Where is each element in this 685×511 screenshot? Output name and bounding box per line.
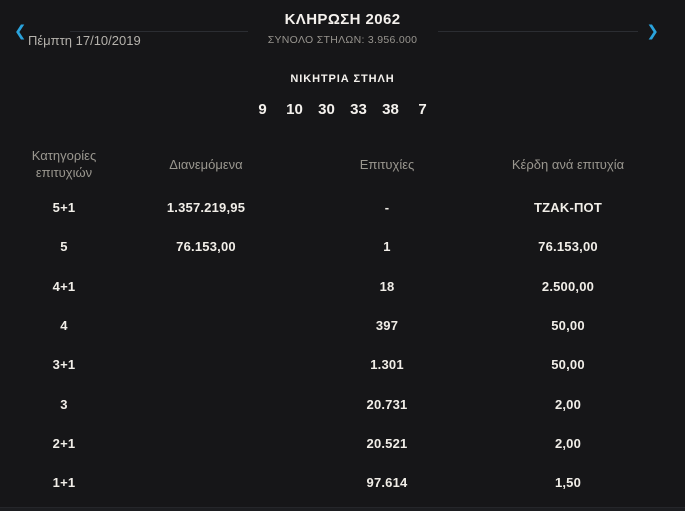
cell-prize: ΤΖΑΚ-ΠΟΤ: [533, 200, 603, 216]
chevron-right-icon: ❯: [646, 22, 659, 40]
draw-title: ΚΛΗΡΩΣΗ 2062: [284, 11, 401, 28]
header-divider-left: [70, 31, 248, 32]
cell-prize: 2.500,00: [541, 278, 595, 294]
column-header-distributed: Διανεμόμενα: [169, 156, 243, 172]
table-row: 4 397 50,00: [0, 306, 646, 345]
cell-wins: -: [384, 200, 390, 216]
results-table-header: Κατηγορίες επιτυχιών Διανεμόμενα Επιτυχίε…: [0, 145, 646, 185]
cell-category: 3+1: [52, 357, 76, 373]
table-row: 2+1 20.521 2,00: [0, 424, 646, 463]
previous-draw-button[interactable]: ❮: [10, 20, 31, 42]
cell-prize: 50,00: [551, 357, 585, 373]
table-row: 3 20.731 2,00: [0, 384, 646, 423]
cell-wins: 1: [383, 239, 391, 255]
table-row: 5 76.153,00 1 76.153,00: [0, 227, 646, 266]
column-header-prize: Κέρδη ανά επιτυχία: [511, 156, 625, 172]
cell-category: 5+1: [52, 200, 76, 216]
total-columns-label: ΣΥΝΟΛΟ ΣΤΗΛΩΝ: 3.956.000: [267, 34, 418, 46]
cell-wins: 397: [375, 318, 399, 334]
chevron-left-icon: ❮: [14, 22, 27, 40]
cell-distributed: 76.153,00: [176, 239, 236, 255]
cell-wins: 1.301: [370, 357, 404, 373]
winning-numbers: 9 10 30 33 38 7: [0, 101, 685, 118]
bottom-divider: [0, 507, 685, 511]
cell-prize: 76.153,00: [538, 239, 598, 255]
header-divider-right: [438, 31, 638, 32]
table-row: 3+1 1.301 50,00: [0, 345, 646, 384]
cell-wins: 97.614: [366, 475, 408, 491]
winning-number: 30: [318, 101, 335, 118]
cell-category: 4+1: [52, 278, 76, 294]
cell-prize: 2,00: [554, 396, 582, 412]
cell-prize: 1,50: [554, 475, 582, 491]
next-draw-button[interactable]: ❯: [642, 20, 663, 42]
cell-wins: 20.731: [366, 396, 408, 412]
cell-category: 4: [60, 318, 68, 334]
cell-prize: 50,00: [551, 318, 585, 334]
winning-number: 9: [258, 101, 267, 118]
results-table: Κατηγορίες επιτυχιών Διανεμόμενα Επιτυχίε…: [0, 145, 646, 502]
cell-category: 3: [60, 396, 68, 412]
table-row: 5+1 1.357.219,95 - ΤΖΑΚ-ΠΟΤ: [0, 188, 646, 227]
joker-bonus-number: 7: [418, 101, 427, 118]
draw-date: Πέμπτη 17/10/2019: [28, 33, 141, 48]
winning-number: 33: [350, 101, 367, 118]
results-table-body: 5+1 1.357.219,95 - ΤΖΑΚ-ΠΟΤ 5 76.153,00 1 76.15…: [0, 188, 646, 502]
cell-wins: 18: [379, 278, 395, 294]
column-header-categories: Κατηγορίες επιτυχιών: [31, 148, 97, 180]
cell-prize: 2,00: [554, 435, 582, 451]
cell-category: 2+1: [52, 435, 76, 451]
table-row: 1+1 97.614 1,50: [0, 463, 646, 502]
cell-category: 5: [60, 239, 68, 255]
cell-wins: 20.521: [366, 435, 408, 451]
column-header-wins: Επιτυχίες: [359, 156, 415, 172]
cell-distributed: 1.357.219,95: [166, 200, 246, 216]
cell-category: 1+1: [52, 475, 76, 491]
table-row: 4+1 18 2.500,00: [0, 267, 646, 306]
winning-number: 10: [286, 101, 303, 118]
winning-number: 38: [382, 101, 399, 118]
winning-column-label: ΝΙΚΗΤΡΙΑ ΣΤΗΛΗ: [290, 73, 395, 85]
